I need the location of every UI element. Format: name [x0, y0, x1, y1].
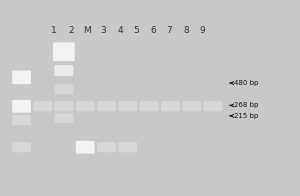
Text: 7: 7 — [167, 26, 172, 35]
FancyBboxPatch shape — [34, 101, 52, 111]
Text: 3: 3 — [101, 26, 106, 35]
FancyBboxPatch shape — [118, 101, 137, 111]
FancyBboxPatch shape — [182, 116, 201, 124]
FancyBboxPatch shape — [34, 142, 52, 152]
FancyBboxPatch shape — [161, 73, 180, 82]
FancyBboxPatch shape — [182, 101, 201, 111]
FancyBboxPatch shape — [76, 116, 94, 124]
FancyBboxPatch shape — [97, 142, 116, 152]
FancyBboxPatch shape — [55, 143, 73, 152]
FancyBboxPatch shape — [118, 116, 137, 124]
Text: M: M — [83, 26, 91, 35]
FancyBboxPatch shape — [53, 42, 75, 61]
FancyBboxPatch shape — [12, 71, 31, 84]
FancyBboxPatch shape — [204, 101, 222, 111]
FancyBboxPatch shape — [161, 116, 180, 124]
FancyBboxPatch shape — [204, 73, 222, 82]
Text: 1: 1 — [51, 26, 57, 35]
FancyBboxPatch shape — [76, 101, 94, 111]
FancyBboxPatch shape — [161, 101, 180, 111]
Text: 9: 9 — [200, 26, 206, 35]
FancyBboxPatch shape — [55, 84, 73, 94]
FancyBboxPatch shape — [76, 141, 94, 154]
FancyBboxPatch shape — [55, 101, 73, 111]
FancyBboxPatch shape — [12, 100, 31, 113]
Text: 2: 2 — [68, 26, 74, 35]
Text: 6: 6 — [150, 26, 156, 35]
Text: 268 bp: 268 bp — [234, 102, 258, 108]
FancyBboxPatch shape — [140, 116, 158, 124]
Text: 480 bp: 480 bp — [234, 80, 258, 86]
FancyBboxPatch shape — [182, 142, 201, 152]
Text: 8: 8 — [183, 26, 189, 35]
FancyBboxPatch shape — [76, 72, 94, 83]
FancyBboxPatch shape — [140, 142, 158, 152]
FancyBboxPatch shape — [97, 116, 116, 124]
Text: 5: 5 — [134, 26, 140, 35]
Text: 4: 4 — [117, 26, 123, 35]
FancyBboxPatch shape — [55, 65, 73, 76]
FancyBboxPatch shape — [12, 115, 31, 125]
FancyBboxPatch shape — [204, 116, 222, 124]
Text: 215 bp: 215 bp — [234, 113, 258, 119]
FancyBboxPatch shape — [12, 142, 31, 152]
FancyBboxPatch shape — [118, 142, 137, 152]
FancyBboxPatch shape — [55, 113, 73, 123]
FancyBboxPatch shape — [140, 101, 158, 111]
FancyBboxPatch shape — [97, 101, 116, 111]
